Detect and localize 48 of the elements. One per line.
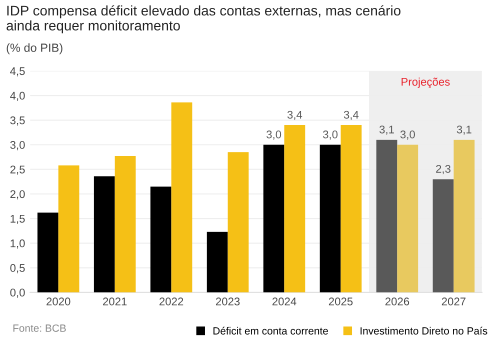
- chart-title: IDP compensa déficit elevado das contas externas, mas cenário ainda requer monitoramento: [6, 5, 400, 34]
- data-label: 3,1: [379, 126, 394, 135]
- bar: [432, 179, 454, 292]
- data-label: 3,0: [322, 130, 338, 140]
- band-label: Projeções: [402, 78, 450, 88]
- bar: [58, 165, 80, 292]
- bar: [376, 140, 398, 292]
- y-tick-label: 4,0: [10, 92, 25, 101]
- chart-subtitle: (% do PIB): [6, 43, 62, 54]
- x-tick-label: 2024: [272, 298, 296, 306]
- y-tick-label: 1,5: [10, 214, 25, 224]
- data-label: 3,0: [266, 130, 282, 140]
- legend-label: Investimento Direto no País: [360, 326, 488, 335]
- source-note: Fonte: BCB: [13, 324, 66, 332]
- bar: [454, 140, 475, 292]
- data-label: 3,4: [287, 110, 302, 120]
- bar: [397, 144, 418, 292]
- y-tick-label: 1,0: [10, 239, 25, 249]
- bar: [284, 125, 306, 292]
- x-tick-label: 2026: [385, 298, 410, 306]
- y-tick-label: 0,5: [10, 264, 25, 274]
- bar: [228, 152, 249, 292]
- y-tick-label: 2,5: [10, 166, 25, 175]
- data-label: 3,0: [400, 130, 415, 140]
- bar: [171, 102, 192, 292]
- y-tick-label: 3,5: [10, 116, 25, 126]
- x-tick-label: 2025: [328, 298, 353, 306]
- bar: [94, 176, 115, 292]
- bar: [114, 156, 136, 292]
- bar: [340, 125, 362, 292]
- x-tick-label: 2027: [442, 298, 466, 306]
- data-label: 3,4: [344, 110, 359, 120]
- y-tick-label: 0,0: [10, 288, 25, 298]
- bar: [320, 144, 341, 292]
- bar: [206, 232, 228, 292]
- legend-label: Déficit em conta corrente: [213, 326, 328, 335]
- bar: [263, 144, 284, 292]
- y-tick-label: 4,5: [10, 67, 25, 76]
- x-tick-label: 2022: [160, 298, 184, 306]
- bar: [37, 212, 58, 292]
- y-tick-label: 3,0: [10, 141, 25, 150]
- y-tick-label: 2,0: [10, 190, 25, 200]
- x-tick-label: 2021: [103, 298, 127, 306]
- bar: [150, 186, 172, 292]
- data-label: 2,3: [436, 164, 450, 174]
- x-tick-label: 2020: [46, 298, 70, 306]
- x-tick-label: 2023: [216, 298, 240, 306]
- data-label: 3,1: [456, 126, 472, 135]
